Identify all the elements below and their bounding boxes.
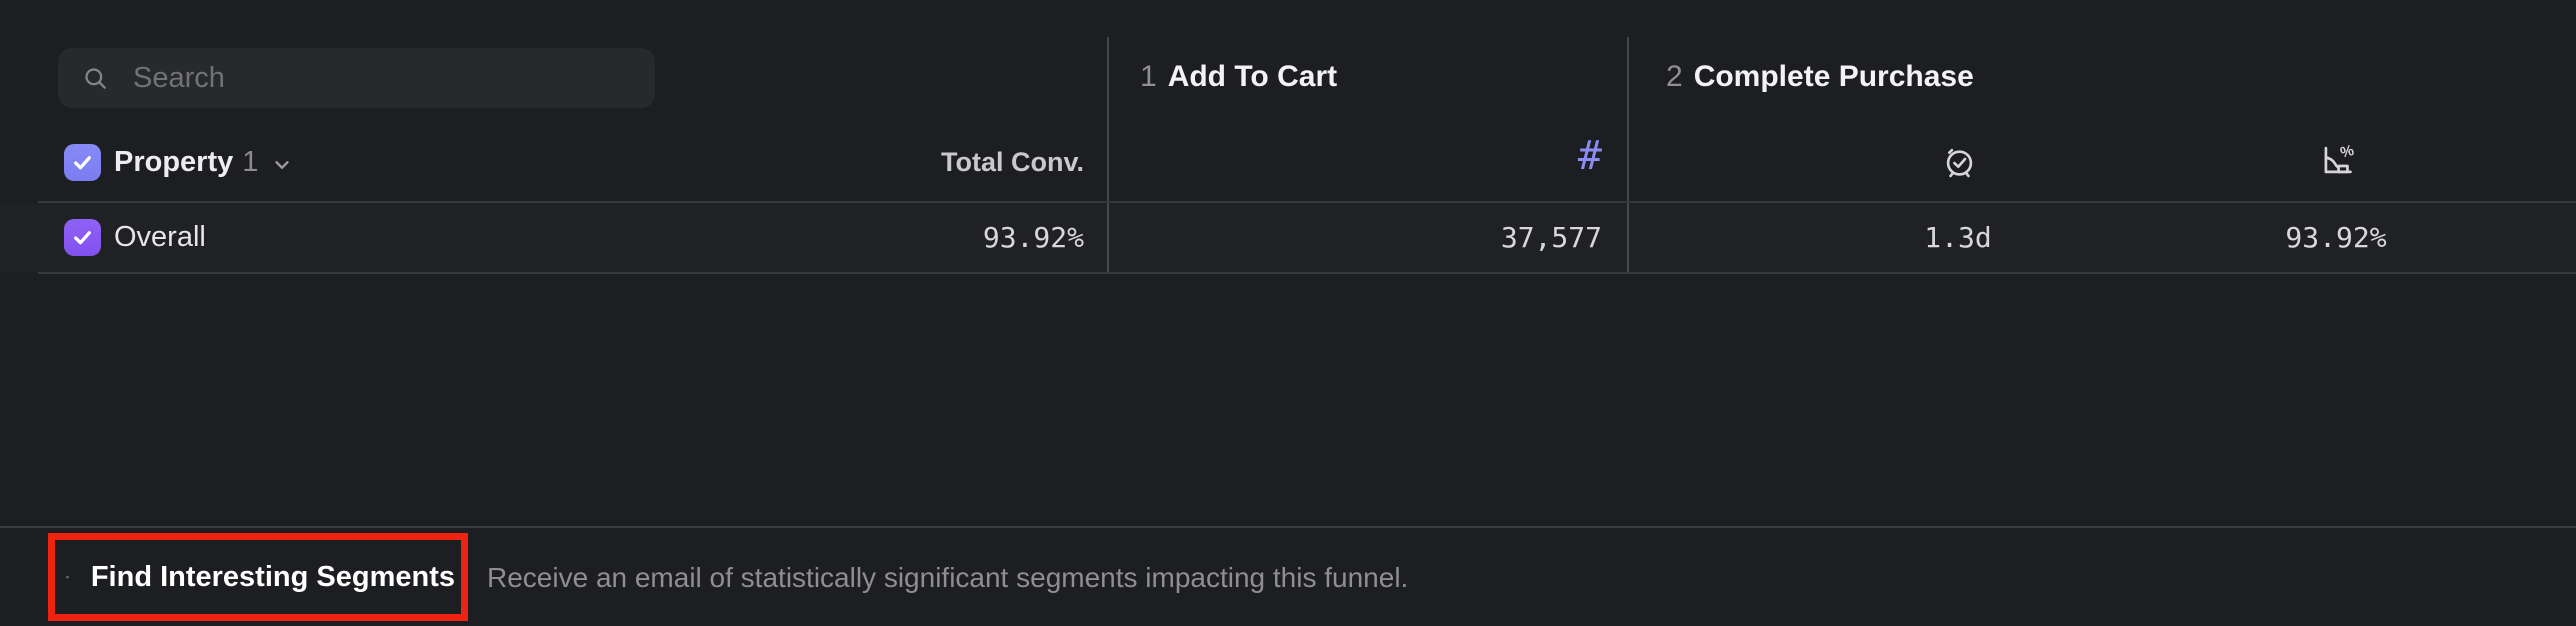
add-to-cart-value: 37,577 bbox=[1500, 221, 1602, 254]
row-label: Overall bbox=[114, 221, 206, 253]
checkmark-icon bbox=[74, 156, 91, 170]
step-number: 1 bbox=[1140, 60, 1157, 93]
svg-text:%: % bbox=[2339, 142, 2356, 162]
footer-separator bbox=[0, 526, 2576, 528]
divider-step1 bbox=[1107, 37, 1109, 274]
property-number: 1 bbox=[242, 146, 259, 178]
funnel-step-2-header[interactable]: 2 Complete Purchase bbox=[1666, 60, 1974, 94]
segments-description: Receive an email of statistically signif… bbox=[487, 562, 1409, 593]
search-icon bbox=[85, 67, 106, 89]
time-to-convert-icon[interactable] bbox=[1941, 143, 1978, 180]
row-border bbox=[38, 272, 2576, 274]
total-conv-column-header[interactable]: Total Conv. bbox=[941, 147, 1084, 177]
table-row-overall[interactable]: Overall 93.92% 37,577 1.3d 93.92% bbox=[0, 203, 2576, 272]
step-number: 2 bbox=[1666, 60, 1683, 93]
property-label: Property bbox=[114, 146, 234, 178]
chevron-down-icon bbox=[275, 160, 290, 169]
divider-step2 bbox=[1627, 37, 1629, 274]
step-label: Add To Cart bbox=[1167, 60, 1338, 93]
annotation-highlight-box: Find Interesting Segments bbox=[48, 533, 468, 621]
step-label: Complete Purchase bbox=[1693, 60, 1974, 93]
count-metric-icon[interactable]: # bbox=[1577, 133, 1602, 179]
conversion-rate-value: 93.92% bbox=[2285, 221, 2387, 254]
search-box[interactable] bbox=[58, 48, 655, 108]
find-interesting-segments-button[interactable]: Find Interesting Segments bbox=[55, 540, 461, 614]
funnel-step-1-header[interactable]: 1 Add To Cart bbox=[1140, 60, 1337, 94]
search-input[interactable] bbox=[133, 61, 655, 95]
time-to-convert-value: 1.3d bbox=[1924, 221, 1992, 254]
find-interesting-segments-label: Find Interesting Segments bbox=[90, 560, 455, 593]
header-border bbox=[38, 201, 2576, 203]
segments-icon bbox=[66, 575, 69, 579]
property-dropdown[interactable]: Property 1 bbox=[114, 144, 293, 181]
overall-checkbox[interactable] bbox=[64, 219, 101, 256]
property-checkbox[interactable] bbox=[64, 144, 101, 181]
conversion-rate-icon[interactable]: % bbox=[2318, 141, 2356, 179]
total-conv-value: 93.92% bbox=[982, 221, 1084, 254]
checkmark-icon bbox=[74, 231, 91, 245]
